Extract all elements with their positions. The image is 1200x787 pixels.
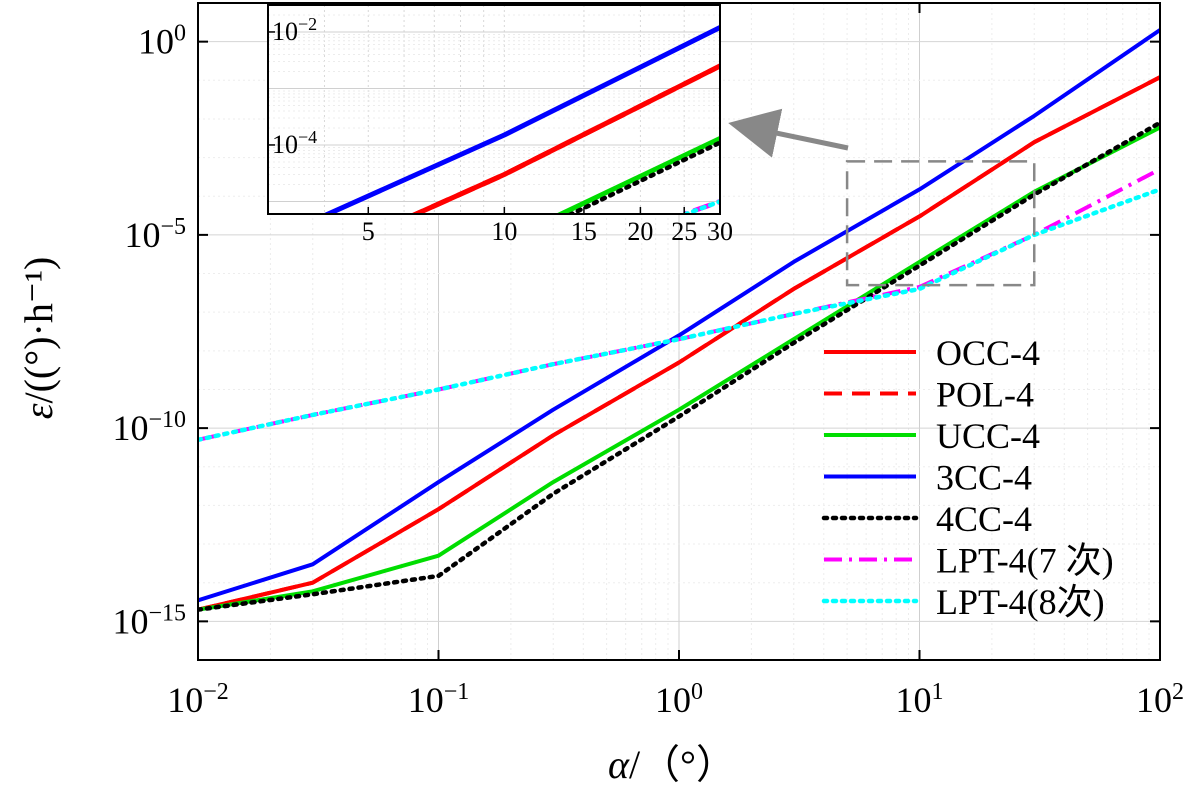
y-tick-labels: 10−15 10−10 10−5 100 — [112, 21, 186, 642]
x-tick-label: 10−1 — [408, 679, 470, 720]
inset-labels: 5 10 15 20 25 30 10−4 10−2 — [272, 14, 733, 246]
inset-x-tick-label: 20 — [627, 217, 653, 246]
inset-y-tick-label: 10−2 — [272, 14, 317, 46]
x-tick-label: 101 — [896, 679, 944, 720]
legend-label: UCC-4 — [936, 416, 1040, 456]
legend-label: POL-4 — [936, 375, 1034, 415]
y-tick-label: 10−15 — [112, 600, 186, 641]
legend-label: LPT-4(8次) — [936, 582, 1105, 622]
inset-background — [268, 5, 720, 214]
x-tick-labels: 10−2 10−1 100 101 102 — [167, 679, 1184, 720]
y-tick-label: 10−10 — [112, 407, 186, 448]
x-axis-title: α/（°） — [608, 742, 736, 787]
inset-y-tick-label: 10−4 — [272, 127, 317, 159]
x-tick-label: 102 — [1136, 679, 1184, 720]
legend-label: LPT-4(7 次) — [936, 541, 1114, 581]
inset-series-line — [322, 24, 720, 214]
inset-series — [322, 24, 720, 214]
series-line — [198, 125, 1160, 612]
main-series — [198, 28, 1160, 612]
inset-x-tick-label: 30 — [707, 217, 733, 246]
x-tick-label: 100 — [655, 679, 703, 720]
legend-label: OCC-4 — [936, 333, 1040, 373]
y-tick-label: 100 — [138, 21, 186, 62]
inset-x-tick-label: 15 — [571, 217, 597, 246]
series-line — [198, 120, 1160, 612]
zoom-box — [845, 160, 1036, 287]
y-axis-title: ε/((°)·h⁻¹) — [16, 257, 61, 420]
inset-x-tick-label: 10 — [491, 217, 517, 246]
inset-frame — [267, 4, 721, 215]
inset-ticks — [268, 31, 721, 214]
inset-series-line — [410, 63, 720, 214]
series-line — [198, 28, 1160, 603]
series-line — [198, 75, 1160, 612]
series-line — [198, 187, 1160, 443]
legend-label: 3CC-4 — [936, 458, 1032, 498]
inset-x-tick-label: 5 — [362, 217, 375, 246]
zoom-arrow — [728, 108, 849, 158]
inset-grid — [267, 4, 721, 214]
inset-series-line — [555, 135, 720, 214]
x-tick-label: 10−2 — [167, 679, 229, 720]
y-tick-label: 10−5 — [124, 214, 186, 255]
inset-x-tick-label: 25 — [671, 217, 697, 246]
legend-label: 4CC-4 — [936, 499, 1032, 539]
main-ticks — [197, 3, 1161, 660]
